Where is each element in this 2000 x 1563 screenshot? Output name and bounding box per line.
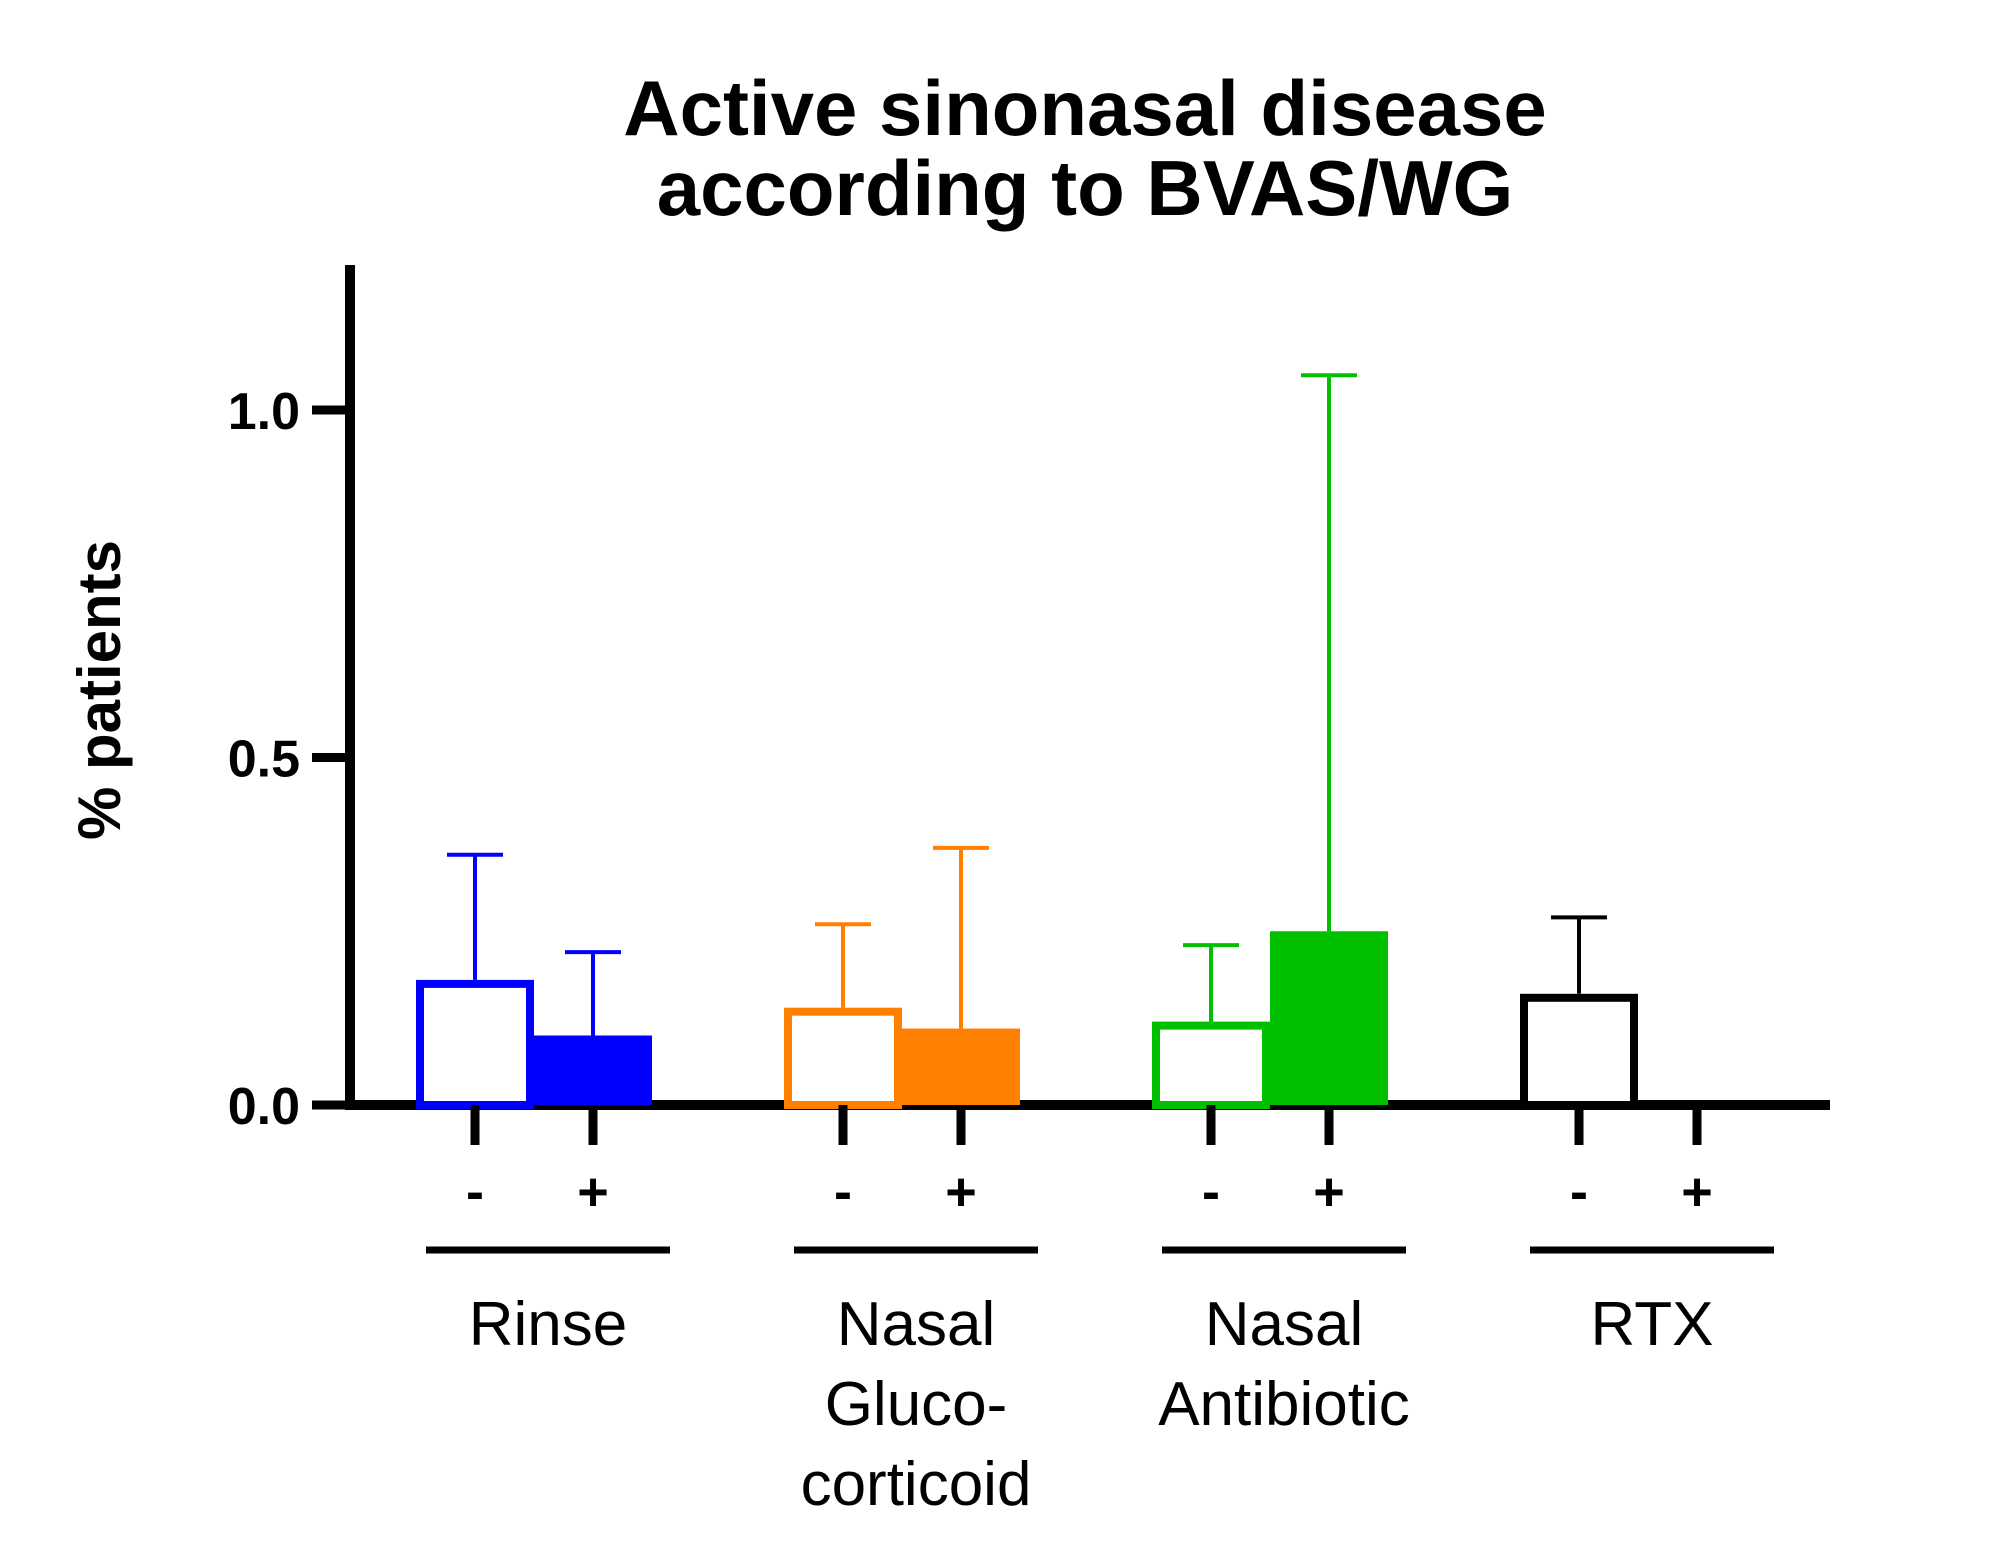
bar-rinse-minus	[416, 979, 534, 1110]
y-axis-label: % patients	[66, 540, 133, 840]
group-label-nasal-gluco-corticoid: corticoid	[801, 1450, 1032, 1519]
group-label-nasal-antibiotic: Antibiotic	[1158, 1370, 1410, 1439]
chart-title-line-1: Active sinonasal disease	[623, 64, 1546, 152]
y-tick-label: 0.5	[228, 731, 300, 789]
bar-rtx-minus	[1520, 993, 1638, 1109]
group-label-nasal-gluco-corticoid: Gluco-	[825, 1370, 1008, 1439]
x-tick-sign-plus: +	[1313, 1162, 1345, 1222]
group-label-rtx: RTX	[1591, 1290, 1714, 1359]
axes	[345, 265, 1830, 1110]
group-label-nasal-antibiotic: Nasal	[1205, 1290, 1364, 1359]
x-axis-labels: - + Rinse - + Nasal Gluco-corticoid - + Nasal Anti…	[426, 1105, 1774, 1519]
group-label-nasal-gluco-corticoid: Nasal	[837, 1290, 996, 1359]
y-tick-label: 0.0	[228, 1078, 300, 1136]
y-tick-label: 1.0	[228, 383, 300, 441]
y-axis-ticks: 0.0 0.5 1.0	[228, 383, 350, 1136]
x-tick-sign-minus: -	[1202, 1162, 1220, 1222]
x-tick-sign-minus: -	[466, 1162, 484, 1222]
x-tick-sign-plus: +	[1681, 1162, 1713, 1222]
bar-nasal-antibiotic-plus	[1270, 931, 1388, 1105]
x-tick-sign-plus: +	[945, 1162, 977, 1222]
y-axis-title: % patients	[66, 540, 133, 840]
x-tick-sign-minus: -	[834, 1162, 852, 1222]
bars	[416, 373, 1638, 1110]
chart-title-line-2: according to BVAS/WG	[657, 144, 1514, 232]
x-tick-sign-minus: -	[1570, 1162, 1588, 1222]
bar-nasal-antibiotic-minus	[1152, 1021, 1270, 1109]
group-label-rinse: Rinse	[469, 1290, 628, 1359]
x-tick-sign-plus: +	[577, 1162, 609, 1222]
bar-rinse-plus	[534, 1035, 652, 1105]
bar-nasal-gluco-corticoid-minus	[784, 1007, 902, 1110]
bar-nasal-gluco-corticoid-plus	[902, 1028, 1020, 1105]
